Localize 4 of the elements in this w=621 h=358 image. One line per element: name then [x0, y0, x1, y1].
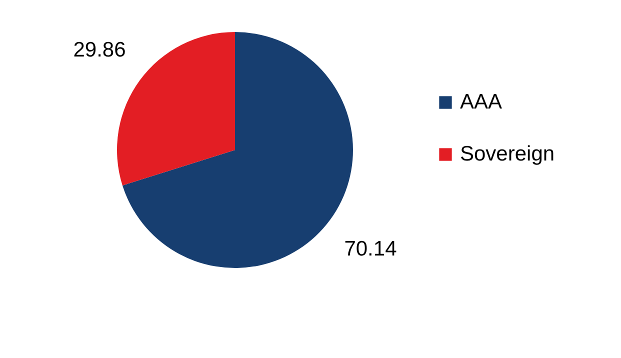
data-label: 70.14 [344, 237, 398, 260]
legend-label: AAA [460, 90, 502, 114]
data-label: 29.86 [73, 38, 126, 62]
legend-label: Sovereign [460, 142, 555, 166]
